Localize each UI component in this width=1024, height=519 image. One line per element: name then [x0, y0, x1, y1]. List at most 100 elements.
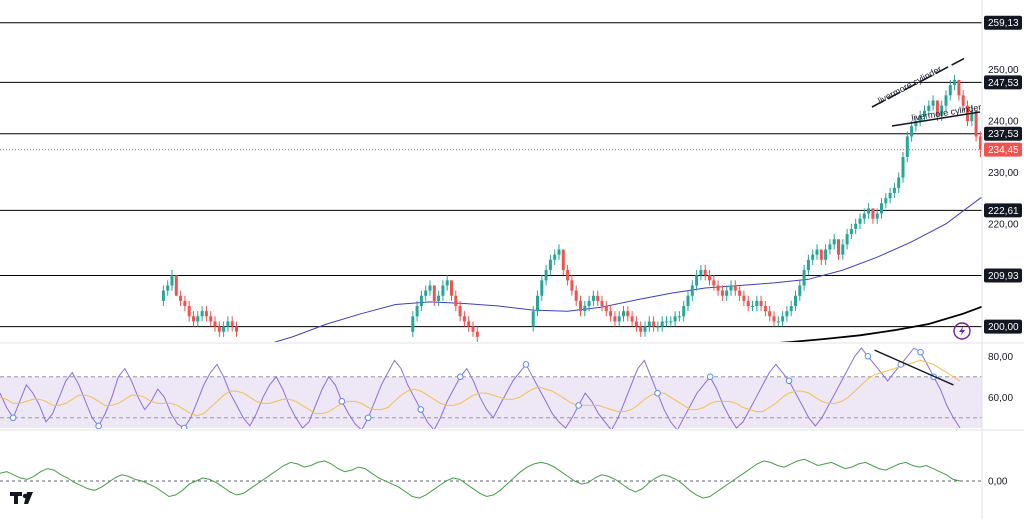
candle [415, 306, 419, 317]
candle [419, 295, 423, 307]
candle [802, 270, 806, 286]
candle [944, 95, 948, 106]
candle [931, 100, 935, 106]
candle [192, 316, 195, 322]
candle [948, 85, 952, 96]
oscillator-pane[interactable] [0, 458, 982, 499]
candle [918, 115, 922, 122]
candle [462, 316, 466, 322]
candle [867, 208, 871, 214]
y-tick-label: 230,00 [988, 168, 1019, 179]
candle [213, 321, 217, 327]
candle [643, 326, 647, 332]
candle [897, 177, 901, 188]
rsi-marker [654, 389, 661, 397]
lightning-alert-icon[interactable] [953, 322, 971, 340]
candle [626, 311, 630, 317]
candle [660, 321, 664, 327]
rsi-tick-label: 80,00 [988, 352, 1013, 363]
candle [712, 280, 716, 286]
rsi-marker [706, 373, 714, 381]
candle [729, 285, 733, 291]
candle [574, 290, 578, 301]
candle [570, 280, 574, 291]
rsi-marker [364, 414, 372, 422]
candle [910, 126, 914, 137]
candle [613, 316, 617, 322]
candle [630, 316, 634, 322]
candle [656, 326, 660, 328]
candle [811, 254, 815, 260]
candle [716, 285, 720, 291]
candle [772, 316, 776, 322]
candle [905, 136, 909, 158]
candle [600, 300, 604, 307]
candle [677, 316, 681, 318]
candle [703, 270, 707, 276]
candle [854, 223, 858, 229]
candle [682, 306, 686, 317]
level-tag-label: 209,93 [988, 271, 1019, 282]
candle [161, 290, 165, 301]
candle [794, 295, 797, 307]
candle [892, 187, 896, 193]
candle [639, 326, 643, 332]
candle [923, 110, 926, 116]
level-tag [984, 15, 1022, 30]
trendline-lower [891, 111, 981, 127]
level-tag-label: 237,53 [988, 129, 1019, 140]
candle [540, 280, 544, 296]
candle [725, 290, 729, 296]
candle [961, 95, 965, 106]
candle [424, 290, 428, 296]
candle [970, 110, 974, 122]
rsi-series-line [0, 347, 961, 429]
rsi-marker [417, 406, 425, 413]
level-tag [984, 75, 1022, 90]
rsi-marker [95, 422, 102, 429]
candle [557, 249, 561, 255]
rsi-marker [456, 373, 464, 381]
candle [669, 321, 673, 323]
candle [845, 234, 849, 245]
candle [768, 311, 772, 317]
rsi-marker [9, 414, 17, 422]
candle [475, 331, 479, 337]
candle [187, 306, 191, 317]
candle [652, 321, 656, 327]
candle [686, 295, 690, 307]
candle [776, 321, 780, 323]
candle [815, 249, 819, 255]
candle [927, 105, 931, 111]
candle [196, 316, 200, 322]
candle [789, 306, 793, 312]
candle [458, 306, 462, 317]
candle [204, 311, 208, 317]
level-tag-label: 247,53 [988, 78, 1019, 89]
rsi-tick-label: 60,00 [988, 393, 1013, 404]
candle [751, 306, 754, 308]
rsi-trendline [874, 349, 954, 386]
candle [411, 316, 415, 332]
candle [665, 321, 668, 323]
candle [230, 321, 234, 327]
candle [183, 300, 187, 307]
candle [471, 326, 475, 332]
candle [170, 275, 174, 286]
level-tag-label: 222,61 [988, 206, 1019, 217]
moving-average-line [779, 305, 982, 342]
candle [841, 244, 845, 255]
candle [806, 259, 810, 271]
candle [875, 213, 879, 219]
candle [699, 270, 703, 276]
candle [467, 321, 471, 327]
candle [733, 285, 737, 291]
candle [591, 295, 595, 301]
rsi-pane[interactable] [0, 347, 982, 431]
candle [235, 326, 238, 332]
level-tag [984, 203, 1022, 218]
candle [222, 326, 226, 332]
